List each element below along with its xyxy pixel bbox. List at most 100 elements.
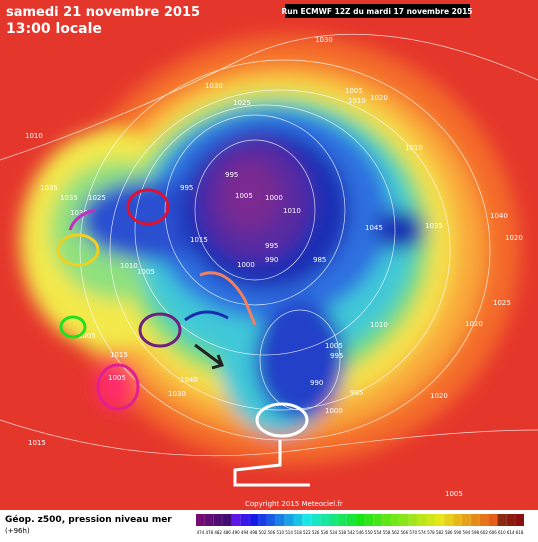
isobar-label: 1035 bbox=[425, 222, 443, 230]
scale-cell bbox=[266, 514, 276, 526]
isobar-label: 1000 bbox=[265, 194, 283, 202]
scale-cell bbox=[346, 514, 356, 526]
isobar-label: 1040 bbox=[490, 212, 508, 220]
isobar-label: 1005 bbox=[137, 268, 155, 276]
scale-label: 538 bbox=[338, 530, 346, 535]
scale-label: 526 bbox=[312, 530, 320, 535]
isobar-label: 995 bbox=[350, 389, 363, 397]
isobar-label: 1010 bbox=[25, 132, 43, 140]
isobar-label: 1000 bbox=[237, 261, 255, 269]
scale-cell bbox=[240, 514, 250, 526]
scale-cell bbox=[302, 514, 312, 526]
scale-label: 562 bbox=[392, 530, 400, 535]
scale-label: 546 bbox=[356, 530, 364, 535]
scale-cell bbox=[337, 514, 347, 526]
run-box bbox=[285, 4, 470, 18]
scale-cell bbox=[444, 514, 454, 526]
isobar-label: 995 bbox=[330, 352, 343, 360]
scale-cell bbox=[391, 514, 400, 526]
scale-label: 578 bbox=[427, 530, 435, 535]
scale-label: 486 bbox=[223, 530, 231, 535]
scale-label: 606 bbox=[489, 530, 497, 535]
copyright: Copyright 2015 Meteociel.fr bbox=[245, 500, 343, 508]
scale-cell bbox=[506, 514, 516, 526]
scale-cell bbox=[284, 514, 294, 526]
lead-time: (+96h) bbox=[5, 527, 30, 535]
scale-cell bbox=[364, 514, 374, 526]
scale-label: 494 bbox=[241, 530, 249, 535]
isobar-label: 990 bbox=[265, 256, 278, 264]
scale-label: 474 bbox=[197, 530, 205, 535]
scale-cell bbox=[328, 514, 338, 526]
scale-cell bbox=[213, 514, 223, 526]
isobar-label: 1015 bbox=[110, 351, 128, 359]
isobar-label: 1005 bbox=[325, 342, 343, 350]
scale-label: 490 bbox=[232, 530, 240, 535]
isobar-label: 1020 bbox=[430, 392, 448, 400]
scale-label: 582 bbox=[436, 530, 444, 535]
scale-label: 510 bbox=[276, 530, 284, 535]
isobar-label: 1010 bbox=[348, 97, 366, 105]
scale-cell bbox=[497, 514, 507, 526]
scale-label: 554 bbox=[374, 530, 382, 535]
scale-label: 542 bbox=[347, 530, 355, 535]
scale-label: 590 bbox=[454, 530, 462, 535]
scale-label: 534 bbox=[330, 530, 338, 535]
isobar-label: 1030 bbox=[315, 36, 333, 44]
scale-label: 514 bbox=[285, 530, 293, 535]
isobar-label: 1005 bbox=[235, 192, 253, 200]
isobar-label: 1030 bbox=[70, 209, 88, 217]
scale-cell bbox=[408, 514, 418, 526]
scale-label: 530 bbox=[321, 530, 329, 535]
isobar-label: 1030 bbox=[205, 82, 223, 90]
isobar-label: 1010 bbox=[283, 207, 301, 215]
scale-cell bbox=[373, 514, 383, 526]
isobar-label: 995 bbox=[225, 171, 238, 179]
scale-cell bbox=[275, 514, 285, 526]
local-time: 13:00 locale bbox=[6, 21, 102, 37]
isobar-label: 1015 bbox=[190, 236, 208, 244]
isobar-label: 995 bbox=[265, 242, 278, 250]
scale-label: 566 bbox=[401, 530, 409, 535]
scale-label: 518 bbox=[294, 530, 302, 535]
scale-cell bbox=[258, 514, 267, 526]
isobar-label: 1025 bbox=[233, 99, 251, 107]
isobar-label: 1005 bbox=[345, 87, 363, 95]
isobar-label: 1020 bbox=[505, 234, 523, 242]
scale-cell bbox=[222, 514, 232, 526]
scale-cell bbox=[488, 514, 498, 526]
scale-cell bbox=[311, 514, 321, 526]
scale-cell bbox=[231, 514, 241, 526]
color-scale: 474 478 482 486 490 494 498 502 506 510 514 518 522 5… bbox=[196, 514, 524, 535]
isobar-label: 1015 bbox=[28, 439, 46, 447]
scale-cell bbox=[461, 514, 471, 526]
scale-cell bbox=[453, 514, 462, 526]
isobar-label: 1020 bbox=[465, 320, 483, 328]
isobar-label: 1040 bbox=[180, 376, 198, 384]
scale-cell bbox=[196, 514, 205, 526]
isobar-label: 1020 bbox=[370, 94, 388, 102]
scale-cell bbox=[479, 514, 489, 526]
run-info: Run ECMWF 12Z du mardi 17 novembre 2015 bbox=[281, 7, 472, 16]
scale-label: 618 bbox=[516, 530, 524, 535]
isobar-label: 1045 bbox=[365, 224, 383, 232]
scale-label: 502 bbox=[259, 530, 267, 535]
scale-cell bbox=[417, 514, 427, 526]
scale-label: 610 bbox=[498, 530, 506, 535]
scale-cell bbox=[382, 514, 392, 526]
scale-cell bbox=[515, 514, 524, 526]
scale-cell bbox=[470, 514, 480, 526]
scale-label: 570 bbox=[409, 530, 417, 535]
scale-label: 550 bbox=[365, 530, 373, 535]
scale-label: 558 bbox=[383, 530, 391, 535]
isobar-label: 1005 bbox=[445, 490, 463, 498]
isobar-label: 1010 bbox=[405, 144, 423, 152]
date: samedi 21 novembre 2015 bbox=[6, 5, 200, 20]
scale-cell bbox=[249, 514, 259, 526]
scale-label: 586 bbox=[445, 530, 453, 535]
isobar-label: 1005 bbox=[78, 332, 96, 340]
scale-cell bbox=[293, 514, 303, 526]
scale-label: 594 bbox=[463, 530, 471, 535]
